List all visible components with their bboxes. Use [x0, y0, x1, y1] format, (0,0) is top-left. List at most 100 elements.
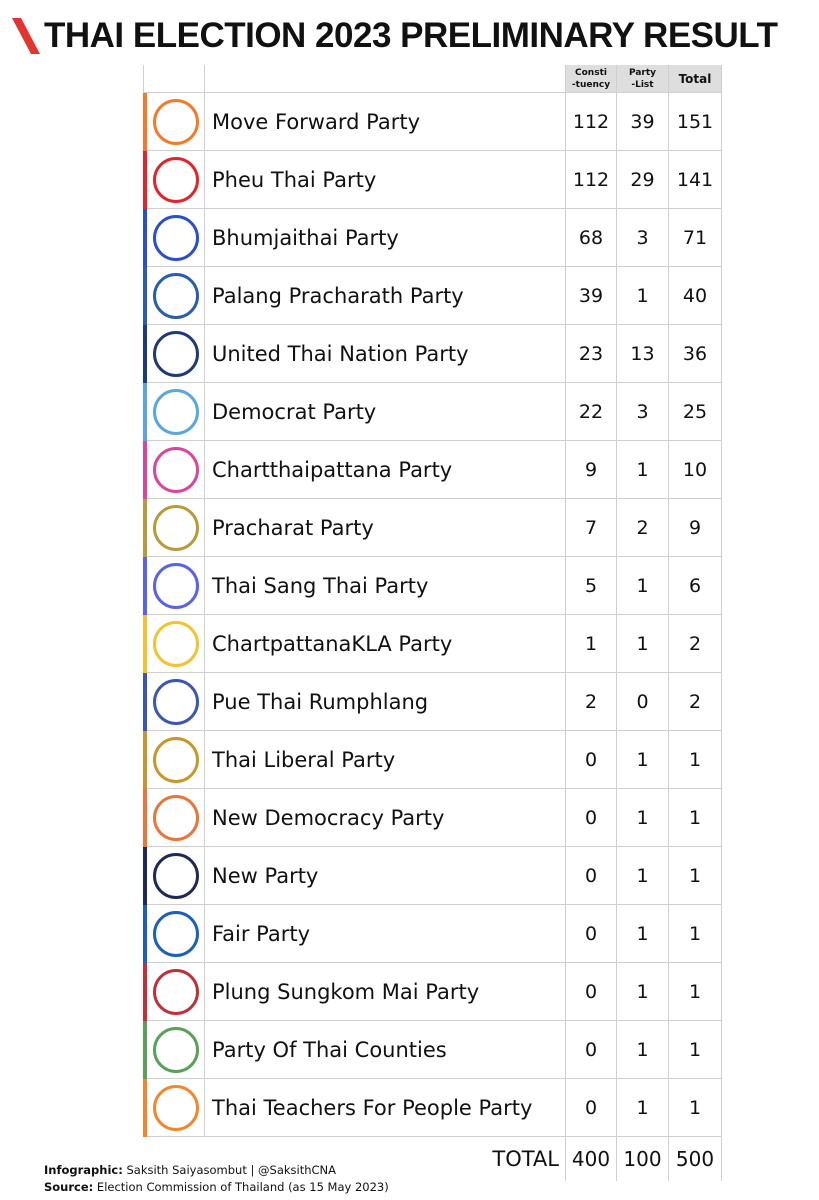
row-strip: [143, 615, 147, 673]
seat-count: 1: [669, 789, 722, 847]
logo-slash: [12, 18, 40, 54]
seat-count: 39: [617, 93, 669, 151]
row-strip: [143, 383, 147, 441]
row-strip: [143, 93, 147, 151]
party-logo: [147, 499, 205, 557]
party-logo: [147, 731, 205, 789]
seat-count: 1: [669, 963, 722, 1021]
seat-count: 1: [617, 731, 669, 789]
source: Election Commission of Thailand (as 15 M…: [96, 1180, 389, 1194]
row-strip: [143, 441, 147, 499]
credit: Saksith Saiyasombut | @SaksithCNA: [126, 1163, 337, 1177]
logo-badge: [152, 272, 199, 319]
row-strip: [143, 499, 147, 557]
seat-count: 151: [669, 93, 722, 151]
seat-count: 1: [669, 1021, 722, 1079]
column-header: Consti -tuency: [566, 65, 617, 93]
row-strip: [143, 267, 147, 325]
seat-count: 0: [566, 731, 617, 789]
seat-count: 1: [617, 267, 669, 325]
source-label: Source:: [44, 1180, 94, 1194]
party-logo: [147, 1021, 205, 1079]
seat-count: 1: [669, 1079, 722, 1137]
seat-count: 2: [669, 615, 722, 673]
row-strip: [143, 731, 147, 789]
seat-count: 23: [566, 325, 617, 383]
seat-count: 1: [617, 963, 669, 1021]
row-strip: [143, 673, 147, 731]
logo-badge: [152, 388, 199, 435]
party-name: Chartthaipattana Party: [205, 441, 566, 499]
total-count: 400: [566, 1137, 617, 1181]
party-name: United Thai Nation Party: [205, 325, 566, 383]
seat-count: 1: [566, 615, 617, 673]
party-name: New Democracy Party: [205, 789, 566, 847]
seat-count: 29: [617, 151, 669, 209]
logo-badge: [152, 330, 199, 377]
seat-count: 0: [566, 1021, 617, 1079]
seat-count: 112: [566, 93, 617, 151]
column-header: Total: [669, 65, 722, 93]
seat-count: 39: [566, 267, 617, 325]
party-logo: [147, 673, 205, 731]
row-strip: [143, 325, 147, 383]
seat-count: 3: [617, 209, 669, 267]
party-logo: [147, 93, 205, 151]
seat-count: 1: [669, 731, 722, 789]
party-name: Democrat Party: [205, 383, 566, 441]
logo-badge: [152, 1026, 199, 1073]
party-logo: [147, 557, 205, 615]
seat-count: 68: [566, 209, 617, 267]
logo-badge: [152, 156, 199, 203]
party-logo: [147, 441, 205, 499]
seat-count: 71: [669, 209, 722, 267]
total-label: TOTAL: [205, 1137, 566, 1181]
party-name: Pheu Thai Party: [205, 151, 566, 209]
seat-count: 7: [566, 499, 617, 557]
seat-count: 1: [669, 847, 722, 905]
logo-badge: [152, 446, 199, 493]
seat-count: 1: [617, 441, 669, 499]
logo-badge: [152, 504, 199, 551]
party-name: Plung Sungkom Mai Party: [205, 963, 566, 1021]
seat-count: 2: [566, 673, 617, 731]
party-name: New Party: [205, 847, 566, 905]
seat-count: 2: [617, 499, 669, 557]
title: THAI ELECTION 2023 PRELIMINARY RESULT: [44, 16, 778, 55]
credit-label: Infographic:: [44, 1163, 123, 1177]
seat-count: 22: [566, 383, 617, 441]
seat-count: 10: [669, 441, 722, 499]
seat-count: 36: [669, 325, 722, 383]
party-name: Thai Liberal Party: [205, 731, 566, 789]
seat-count: 141: [669, 151, 722, 209]
seat-count: 0: [566, 905, 617, 963]
party-logo: [147, 1079, 205, 1137]
party-name: Thai Sang Thai Party: [205, 557, 566, 615]
row-strip: [143, 847, 147, 905]
party-name: Bhumjaithai Party: [205, 209, 566, 267]
row-strip: [143, 151, 147, 209]
source-line: Source: Election Commission of Thailand …: [44, 1180, 389, 1194]
row-strip: [143, 963, 147, 1021]
seat-count: 5: [566, 557, 617, 615]
seat-count: 0: [566, 963, 617, 1021]
header-cell: [143, 65, 205, 93]
seat-count: 6: [669, 557, 722, 615]
total-count: 500: [669, 1137, 722, 1181]
logo-badge: [152, 214, 199, 261]
party-logo: [147, 151, 205, 209]
seat-count: 0: [617, 673, 669, 731]
seat-count: 9: [669, 499, 722, 557]
header-cell: [205, 65, 566, 93]
seat-count: 13: [617, 325, 669, 383]
seat-count: 1: [669, 905, 722, 963]
logo-badge: [152, 562, 199, 609]
logo-badge: [152, 910, 199, 957]
seat-count: 2: [669, 673, 722, 731]
seat-count: 3: [617, 383, 669, 441]
seat-count: 1: [617, 557, 669, 615]
party-logo: [147, 383, 205, 441]
logo-badge: [152, 852, 199, 899]
logo-badge: [152, 794, 199, 841]
